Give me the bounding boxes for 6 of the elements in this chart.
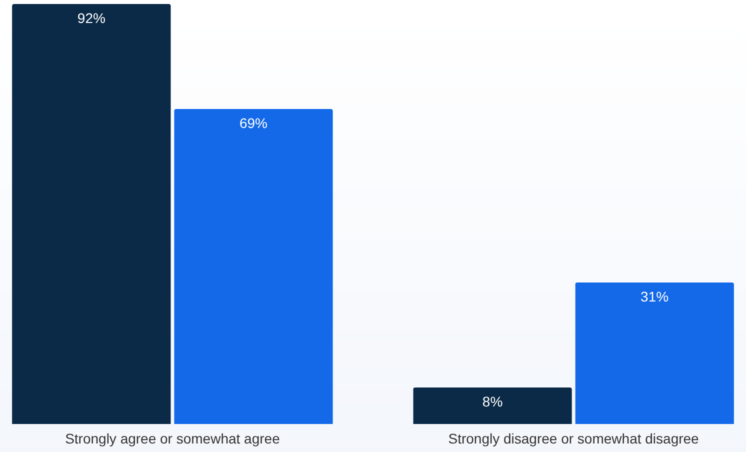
x-tick-label: Strongly agree or somewhat agree bbox=[65, 430, 280, 446]
data-label: 8% bbox=[482, 393, 503, 410]
data-label: 92% bbox=[77, 10, 106, 26]
data-label: 69% bbox=[239, 115, 268, 131]
x-tick-label: Strongly disagree or somewhat disagree bbox=[448, 430, 700, 446]
data-label: 31% bbox=[640, 288, 669, 304]
